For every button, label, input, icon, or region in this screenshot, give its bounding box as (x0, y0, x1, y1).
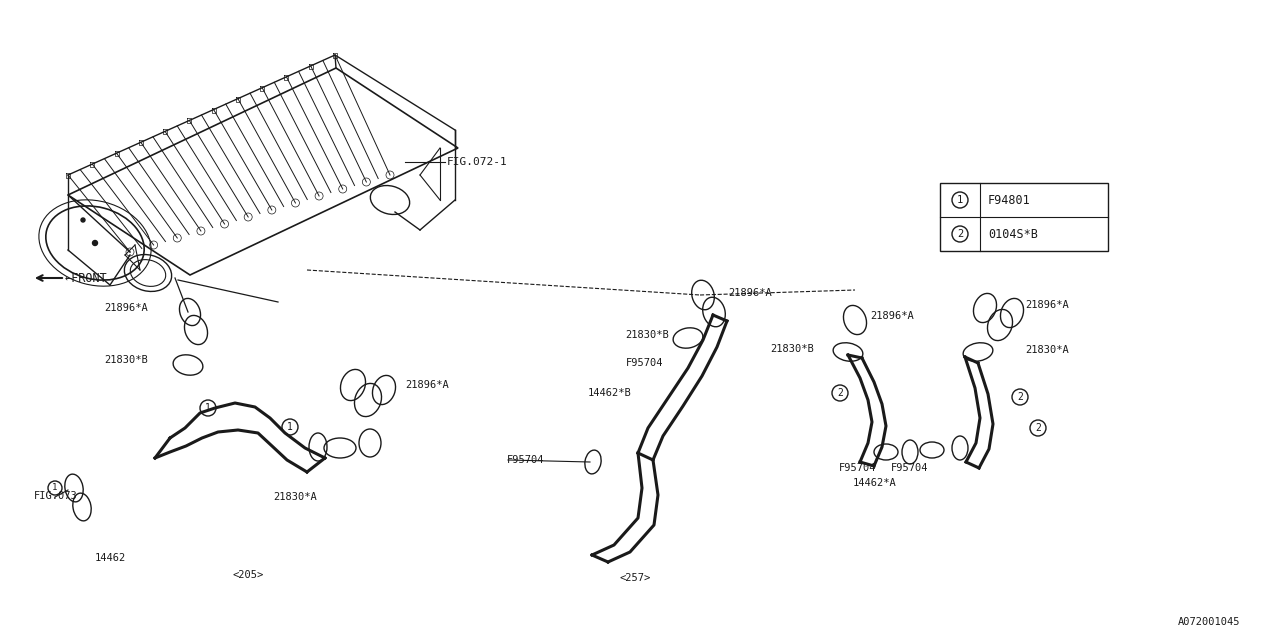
Text: 21896*A: 21896*A (104, 303, 148, 313)
Text: 21830*A: 21830*A (1025, 345, 1069, 355)
Text: 21896*A: 21896*A (404, 380, 449, 390)
Text: 21896*A: 21896*A (728, 288, 772, 298)
Text: F95704: F95704 (626, 358, 663, 368)
Text: 2: 2 (1036, 423, 1041, 433)
Text: 21830*A: 21830*A (273, 492, 317, 502)
Text: 14462: 14462 (95, 553, 125, 563)
Text: ←FRONT: ←FRONT (65, 271, 108, 285)
Text: 1: 1 (52, 483, 58, 493)
Text: 21896*A: 21896*A (870, 311, 914, 321)
Text: 2: 2 (957, 229, 963, 239)
Text: 2: 2 (1018, 392, 1023, 402)
Text: 21830*B: 21830*B (104, 355, 148, 365)
Text: <257>: <257> (620, 573, 650, 583)
Text: 2: 2 (837, 388, 844, 398)
Text: 21830*B: 21830*B (771, 344, 814, 354)
Text: F94801: F94801 (988, 193, 1030, 207)
Text: 21896*A: 21896*A (1025, 300, 1069, 310)
Text: 21830*B: 21830*B (625, 330, 668, 340)
Text: F95704: F95704 (840, 463, 877, 473)
Text: FIG.072-1: FIG.072-1 (447, 157, 508, 167)
Circle shape (92, 241, 97, 246)
Text: F95704: F95704 (507, 455, 544, 465)
Circle shape (81, 218, 84, 222)
Text: 14462*A: 14462*A (854, 478, 897, 488)
Text: 1: 1 (205, 403, 211, 413)
Text: F95704: F95704 (891, 463, 929, 473)
Text: 14462*B: 14462*B (588, 388, 632, 398)
Text: 1: 1 (287, 422, 293, 432)
Text: <205>: <205> (233, 570, 264, 580)
Text: A072001045: A072001045 (1178, 617, 1240, 627)
Text: 1: 1 (957, 195, 963, 205)
Text: 0104S*B: 0104S*B (988, 227, 1038, 241)
Text: FIG.073: FIG.073 (35, 491, 78, 501)
